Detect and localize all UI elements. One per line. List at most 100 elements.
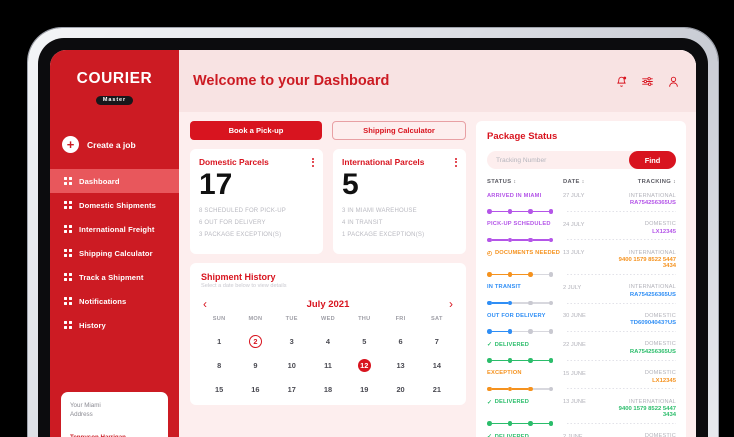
- sidebar-item-domestic-shipments[interactable]: Domestic Shipments: [50, 193, 179, 217]
- package-status-text: EXCEPTION: [487, 370, 522, 377]
- package-date: 24 JULY: [563, 221, 585, 228]
- calendar-day[interactable]: 7: [419, 329, 455, 353]
- calendar-day[interactable]: 6: [382, 329, 418, 353]
- shipping-calculator-button[interactable]: Shipping Calculator: [332, 121, 466, 140]
- create-job-label: Create a job: [87, 139, 136, 150]
- package-tracking-number[interactable]: 9400 1579 8522 5447 3434: [618, 406, 676, 419]
- calendar-day-number: 2: [248, 334, 262, 348]
- package-tracking-number[interactable]: RA754256365US: [629, 200, 676, 206]
- package-status-title: Package Status: [487, 131, 558, 142]
- address-card-body: Tennyson Harrigan (ACEBGI) 9949 NW 89TH …: [70, 433, 159, 437]
- sidebar-item-notifications[interactable]: Notifications: [50, 289, 179, 313]
- more-options-icon[interactable]: [455, 157, 457, 167]
- right-column: Package Status Find STATUS ↕: [476, 121, 686, 437]
- calendar-next-button[interactable]: ›: [448, 297, 453, 311]
- package-status-row[interactable]: EXCEPTION 15 JUNE DOMESTIC LX12345: [487, 366, 676, 395]
- calendar-day[interactable]: 13: [382, 353, 418, 377]
- calendar-day[interactable]: 3: [274, 329, 310, 353]
- sidebar-nav: Dashboard Domestic Shipments International…: [50, 169, 179, 337]
- package-status-label: ARRIVED IN MIAMI: [487, 193, 563, 199]
- progress-dot: [487, 272, 492, 277]
- progress-track: [487, 421, 563, 426]
- tracking-search-input[interactable]: [496, 156, 629, 164]
- progress-dot: [507, 357, 513, 363]
- calendar-day[interactable]: 18: [310, 377, 346, 401]
- sidebar-item-label: Shipping Calculator: [79, 248, 153, 258]
- package-status-row[interactable]: ✓ DELIVERED 13 JUNE INTERNATIONAL 9400 1579 …: [487, 394, 676, 429]
- progress-segment: [512, 302, 529, 304]
- sidebar-item-international-freight[interactable]: International Freight: [50, 217, 179, 241]
- column-header-date[interactable]: DATE ↕: [563, 179, 611, 185]
- calendar-day-number: 16: [251, 384, 260, 394]
- package-status-row[interactable]: IN TRANSIT 2 JULY INTERNATIONAL RA754256365…: [487, 280, 676, 309]
- package-tracking-number[interactable]: RA754256365US: [629, 291, 676, 298]
- package-type: INTERNATIONAL: [629, 192, 676, 199]
- package-tracking-number[interactable]: LX12345: [652, 228, 676, 235]
- progress-dot: [507, 300, 513, 306]
- calendar-day[interactable]: 14: [419, 353, 455, 377]
- package-tracking-number[interactable]: LX12345: [652, 377, 676, 384]
- calendar-day-number: 8: [217, 360, 222, 370]
- top-bar-icons: [615, 75, 680, 88]
- package-status-row[interactable]: ARRIVED IN MIAMI 27 JULY INTERNATIONAL RA75…: [487, 188, 676, 217]
- package-tracking-number[interactable]: 9400 1579 8522 5447 3434: [618, 257, 676, 270]
- stat-detail-line: 3 IN MIAMI WAREHOUSE: [342, 207, 417, 214]
- calendar-day[interactable]: 8: [201, 353, 237, 377]
- create-job-button[interactable]: + Create a job: [62, 136, 179, 153]
- sidebar-item-label: History: [79, 320, 106, 330]
- dotted-leader: [567, 273, 676, 275]
- package-status-row[interactable]: ◴ DOCUMENTS NEEDED 13 JULY INTERNATIONAL 940…: [487, 245, 676, 280]
- progress-segment: [512, 210, 529, 212]
- package-tracking-number[interactable]: TD60904043?US: [630, 320, 676, 327]
- calendar-day[interactable]: 15: [201, 377, 237, 401]
- calendar-day[interactable]: 19: [346, 377, 382, 401]
- calendar-day[interactable]: 9: [237, 353, 273, 377]
- settings-sliders-icon[interactable]: [641, 75, 654, 88]
- address-card-title: Your Miami Address: [70, 401, 159, 420]
- calendar-day[interactable]: 21: [419, 377, 455, 401]
- sidebar-item-dashboard[interactable]: Dashboard: [50, 169, 179, 193]
- sidebar-item-shipping-calculator[interactable]: Shipping Calculator: [50, 241, 179, 265]
- calendar-day[interactable]: 11: [310, 353, 346, 377]
- calendar-month-label: July 2021: [306, 298, 350, 310]
- calendar-day[interactable]: 5: [346, 329, 382, 353]
- calendar-day-number: 19: [360, 384, 369, 394]
- sidebar-item-track-a-shipment[interactable]: Track a Shipment: [50, 265, 179, 289]
- grid-icon: [64, 273, 72, 281]
- package-tracking: DOMESTIC LX12345: [611, 221, 676, 235]
- progress-segment: [532, 239, 549, 241]
- calendar-day[interactable]: 16: [237, 377, 273, 401]
- find-button[interactable]: Find: [629, 151, 676, 169]
- calendar-day[interactable]: 1: [201, 329, 237, 353]
- calendar-day[interactable]: 2: [237, 329, 273, 353]
- calendar-dow-fri: FRI: [395, 316, 406, 322]
- calendar-day[interactable]: 20: [382, 377, 418, 401]
- calendar-day[interactable]: 10: [274, 353, 310, 377]
- logo-badge: Master: [95, 95, 134, 105]
- calendar-prev-button[interactable]: ‹: [203, 297, 207, 311]
- app-logo[interactable]: COURIER Master: [50, 62, 179, 110]
- more-options-icon[interactable]: [312, 157, 314, 167]
- package-tracking-number[interactable]: RA754256365US: [629, 348, 676, 355]
- sidebar-item-history[interactable]: History: [50, 313, 179, 337]
- package-status-row[interactable]: PICK-UP SCHEDULED 24 JULY DOMESTIC LX12345: [487, 217, 676, 246]
- calendar-day[interactable]: 17: [274, 377, 310, 401]
- left-column: Book a Pick-up Shipping Calculator Domes…: [190, 121, 466, 437]
- package-table-rows: ARRIVED IN MIAMI 27 JULY INTERNATIONAL RA75…: [487, 188, 676, 437]
- notification-bell-icon[interactable]: [615, 75, 628, 88]
- calendar-day[interactable]: 4: [310, 329, 346, 353]
- package-status-row[interactable]: OUT FOR DELIVERY 30 JUNE DOMESTIC TD6090404…: [487, 308, 676, 337]
- calendar-day[interactable]: 12: [346, 353, 382, 377]
- package-status-label: ◴ DOCUMENTS NEEDED: [487, 250, 563, 257]
- stat-card-title: Domestic Parcels: [199, 157, 269, 167]
- book-pickup-button[interactable]: Book a Pick-up: [190, 121, 322, 140]
- user-account-icon[interactable]: [667, 75, 680, 88]
- package-status-text: PICK-UP SCHEDULED: [487, 221, 551, 228]
- column-header-status[interactable]: STATUS ↕: [487, 179, 563, 185]
- package-status-row[interactable]: ✓ DELIVERED 22 JUNE DOMESTIC RA754256365US: [487, 337, 676, 366]
- progress-dot: [528, 300, 533, 306]
- column-header-tracking[interactable]: TRACKING ↕: [611, 179, 676, 185]
- progress-track: [487, 237, 563, 243]
- address-title-line2: Address: [70, 411, 93, 419]
